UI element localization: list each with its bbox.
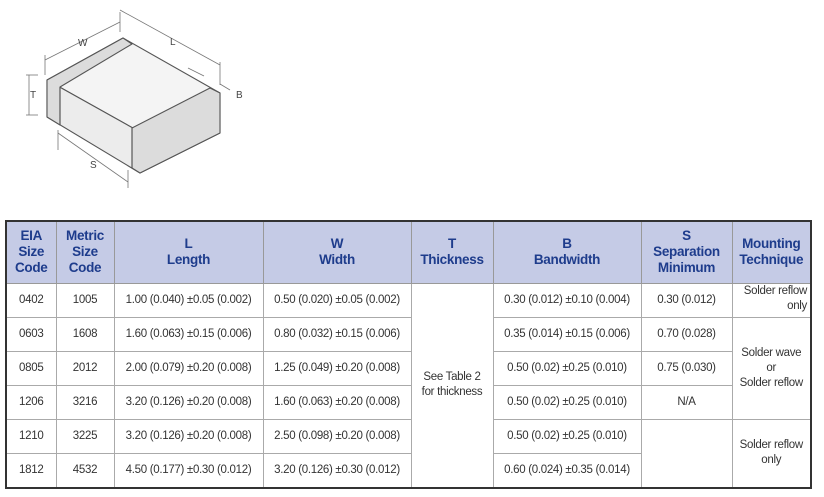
length-cell: 4.50 (0.177) ±0.30 (0.012)	[113, 452, 264, 488]
table-row: 0805 2012 2.00 (0.079) ±0.20 (0.008) 1.25 (…	[5, 350, 811, 386]
label-b: B	[236, 90, 243, 101]
metric-code-cell: 3216	[55, 384, 115, 420]
chip-dimensions-table: EIA Size Code Metric Size Code L Length W Widt…	[5, 220, 812, 489]
width-cell: 1.60 (0.063) ±0.20 (0.008)	[262, 384, 412, 420]
eia-code-cell: 0805	[5, 350, 57, 386]
table-row: 1206 3216 3.20 (0.126) ±0.20 (0.008) 1.60 (…	[5, 384, 811, 420]
metric-code-cell: 2012	[55, 350, 115, 386]
length-cell: 3.20 (0.126) ±0.20 (0.008)	[113, 384, 264, 420]
metric-code-cell: 1005	[55, 282, 115, 318]
header-length: L Length	[113, 220, 264, 284]
label-t: T	[30, 90, 36, 101]
length-cell: 1.60 (0.063) ±0.15 (0.006)	[113, 316, 264, 352]
separation-cell: 0.30 (0.012)	[640, 282, 733, 318]
bandwidth-cell: 0.50 (0.02) ±0.25 (0.010)	[492, 384, 642, 420]
thickness-cell: See Table 2 for thickness	[410, 282, 494, 488]
width-cell: 3.20 (0.126) ±0.30 (0.012)	[262, 452, 412, 488]
table-row: 0402 1005 1.00 (0.040) ±0.05 (0.002) 0.50 (…	[5, 282, 812, 488]
bandwidth-cell: 0.50 (0.02) ±0.25 (0.010)	[492, 350, 642, 386]
bandwidth-cell: 0.30 (0.012) ±0.10 (0.004)	[492, 282, 642, 318]
label-l: L	[170, 37, 176, 48]
header-metric-size-code: Metric Size Code	[55, 220, 115, 284]
capacitor-dimension-diagram: W L T B S	[26, 9, 243, 188]
length-cell: 1.00 (0.040) ±0.05 (0.002)	[113, 282, 264, 318]
width-cell: 0.50 (0.020) ±0.05 (0.002)	[262, 282, 412, 318]
eia-code-cell: 0603	[5, 316, 57, 352]
header-row: EIA Size Code Metric Size Code L Length W Widt…	[5, 220, 812, 284]
bandwidth-cell: 0.60 (0.024) ±0.35 (0.014)	[492, 452, 642, 488]
mounting-cell: Solder reflow only	[731, 418, 812, 488]
length-cell: 3.20 (0.126) ±0.20 (0.008)	[113, 418, 264, 454]
separation-cell: 0.75 (0.030)	[640, 350, 733, 386]
separation-cell: N/A	[640, 384, 733, 420]
length-cell: 2.00 (0.079) ±0.20 (0.008)	[113, 350, 264, 386]
eia-code-cell: 1210	[5, 418, 57, 454]
mounting-cell: Solder reflow only	[731, 282, 812, 318]
label-s: S	[90, 160, 97, 171]
header-bandwidth: B Bandwidth	[492, 220, 642, 284]
width-cell: 2.50 (0.098) ±0.20 (0.008)	[262, 418, 412, 454]
metric-code-cell: 3225	[55, 418, 115, 454]
bandwidth-cell: 0.50 (0.02) ±0.25 (0.010)	[492, 418, 642, 454]
metric-code-cell: 4532	[55, 452, 115, 488]
eia-code-cell: 1812	[5, 452, 57, 488]
separation-cell: 0.70 (0.028)	[640, 316, 733, 352]
label-w: W	[78, 38, 88, 49]
bandwidth-cell: 0.35 (0.014) ±0.15 (0.006)	[492, 316, 642, 352]
separation-cell	[640, 418, 733, 488]
table-row: 1210 3225 3.20 (0.126) ±0.20 (0.008) 2.50 (…	[5, 418, 812, 488]
table-row: 0603 1608 1.60 (0.063) ±0.15 (0.006) 0.80 (…	[5, 316, 812, 420]
table-row: 1812 4532 4.50 (0.177) ±0.30 (0.012) 3.20 (…	[5, 452, 811, 488]
mounting-cell: Solder wave or Solder reflow	[731, 316, 812, 420]
header-separation: S Separation Minimum	[640, 220, 733, 284]
metric-code-cell: 1608	[55, 316, 115, 352]
eia-code-cell: 0402	[5, 282, 57, 318]
eia-code-cell: 1206	[5, 384, 57, 420]
header-eia-size-code: EIA Size Code	[5, 220, 57, 284]
header-thickness: T Thickness	[410, 220, 494, 284]
width-cell: 0.80 (0.032) ±0.15 (0.006)	[262, 316, 412, 352]
header-width: W Width	[262, 220, 412, 284]
header-mounting: Mounting Technique	[731, 220, 812, 284]
width-cell: 1.25 (0.049) ±0.20 (0.008)	[262, 350, 412, 386]
